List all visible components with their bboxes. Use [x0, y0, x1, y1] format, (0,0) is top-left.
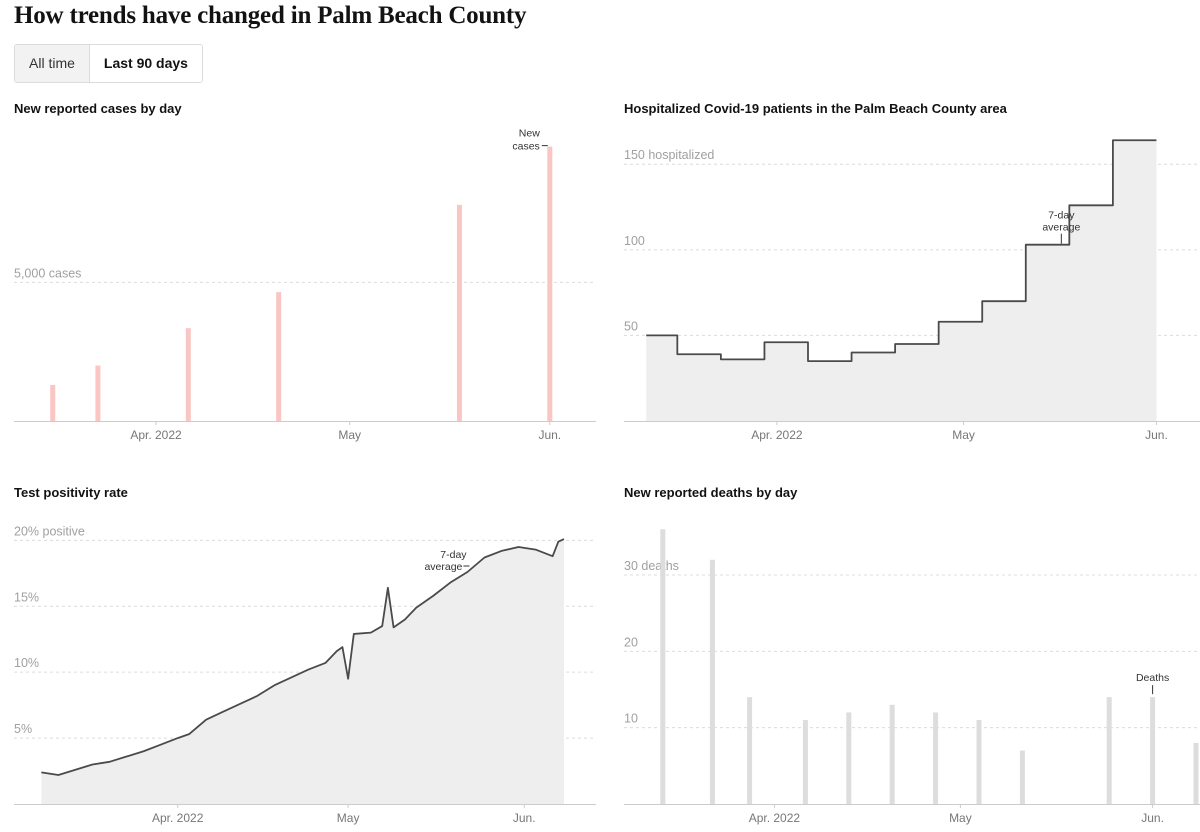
deaths-chart: 10 20 30 deaths Apr. 2022 May Jun. Deaths [624, 529, 1200, 825]
bar [889, 704, 895, 804]
y-tick-label: 10 [624, 712, 638, 726]
y-tick-label: 150 hospitalized [624, 148, 714, 162]
bar [456, 204, 462, 421]
annotation-text: average [424, 561, 462, 573]
x-tick-label: May [952, 428, 975, 442]
page-title: How trends have changed in Palm Beach Co… [14, 2, 527, 29]
x-tick-label: Jun. [1145, 428, 1168, 442]
annotation-text: 7-day [1048, 210, 1075, 222]
bar [95, 365, 101, 421]
positivity-chart: 5% 10% 15% 20% positive Apr. 2022 May Jun. 7-da… [14, 524, 596, 825]
x-tick-label: May [949, 811, 972, 825]
y-tick-label: 30 deaths [624, 559, 679, 573]
bar [1150, 697, 1156, 804]
series-line [646, 139, 1157, 362]
bar [547, 146, 553, 421]
series-area [41, 539, 565, 804]
x-tick-label: Jun. [1141, 811, 1164, 825]
bar [747, 697, 753, 804]
x-tick-label: Jun. [513, 811, 536, 825]
x-tick-label: Apr. 2022 [751, 428, 803, 442]
bar [660, 529, 666, 804]
all-time-button[interactable]: All time [15, 45, 90, 82]
annotation-text: cases [512, 141, 539, 153]
y-tick-label: 20 [624, 635, 638, 649]
y-tick-label: 100 [624, 234, 645, 248]
annotation-text: Deaths [1136, 672, 1169, 684]
time-range-toggle: All time Last 90 days [14, 44, 203, 83]
y-tick-label: 50 [624, 319, 638, 333]
bar [276, 292, 282, 421]
cases-chart-title: New reported cases by day [14, 101, 182, 116]
y-tick-label: 5% [14, 722, 32, 736]
bar [1106, 697, 1112, 804]
bar [185, 328, 191, 421]
last-90-days-button[interactable]: Last 90 days [89, 45, 202, 82]
bar [50, 384, 56, 421]
bar [1193, 742, 1199, 804]
x-tick-label: Jun. [538, 428, 561, 442]
positivity-chart-title: Test positivity rate [14, 485, 128, 500]
series-line [41, 538, 565, 776]
x-tick-label: May [337, 811, 360, 825]
x-tick-label: Apr. 2022 [130, 428, 182, 442]
x-tick-label: Apr. 2022 [152, 811, 204, 825]
annotation-text: New [519, 128, 540, 140]
annotation-text: 7-day [440, 549, 467, 561]
y-tick-label: 20% positive [14, 524, 85, 538]
hospitalized-chart-title: Hospitalized Covid-19 patients in the Pa… [624, 101, 1007, 116]
bar [1019, 750, 1025, 804]
bar [802, 720, 808, 804]
y-tick-label: 5,000 cases [14, 266, 81, 280]
bar [976, 720, 982, 804]
y-tick-label: 15% [14, 590, 39, 604]
deaths-chart-title: New reported deaths by day [624, 485, 798, 500]
hospitalized-chart: 50 100 150 hospitalized Apr. 2022 May Jun. 7-d… [624, 139, 1200, 442]
bar [709, 559, 715, 804]
series-area [646, 140, 1157, 422]
bar [933, 712, 939, 804]
x-tick-label: Apr. 2022 [749, 811, 801, 825]
y-tick-label: 10% [14, 656, 39, 670]
x-tick-label: May [338, 428, 361, 442]
bar [846, 712, 852, 804]
annotation-text: average [1042, 222, 1080, 234]
